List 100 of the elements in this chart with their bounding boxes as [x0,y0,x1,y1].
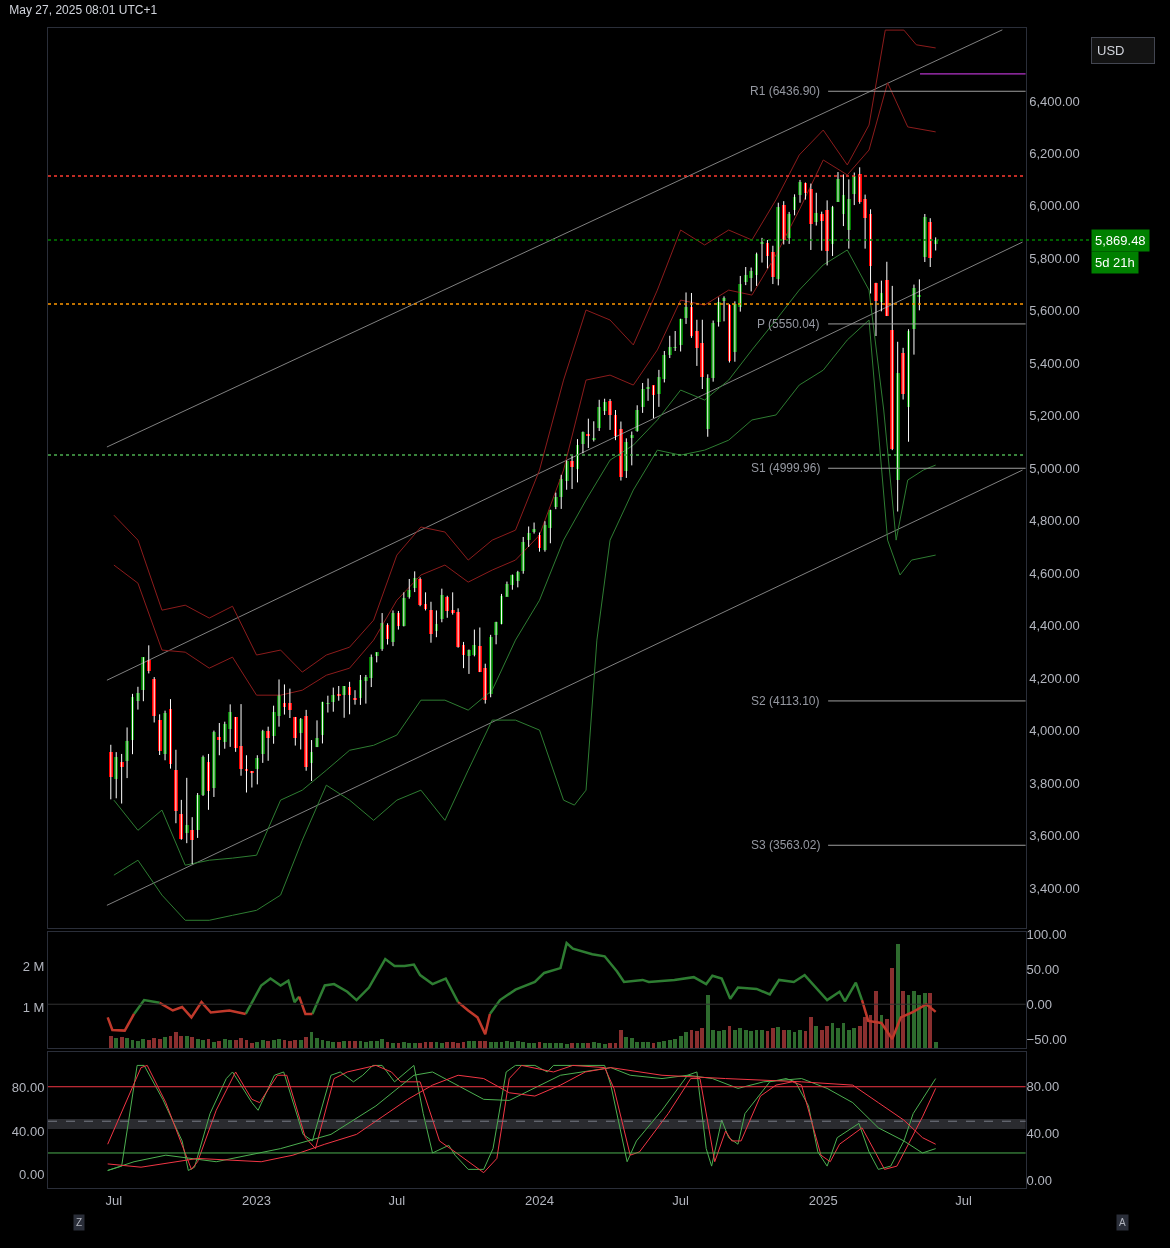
bar [207,1038,210,1048]
bar [690,1029,693,1048]
bar [608,1042,612,1048]
bar [896,943,900,1048]
bar [814,1025,818,1048]
x-tick-label: Jul [955,1192,972,1208]
line-series [158,1000,247,1019]
y-tick-label: 4,200.00 [1029,670,1080,686]
y-tick-label: 5,000.00 [1029,460,1080,476]
y-tick-label: 3,400.00 [1029,880,1080,896]
y-tick-label: 1 M [22,999,45,1015]
bar [413,1042,417,1048]
bar [315,1037,319,1048]
bar [728,1025,731,1048]
bar [440,1042,444,1048]
text: 5d 21h [1095,255,1135,270]
y-tick-label: 80.00 [11,1079,45,1095]
bar [158,1038,162,1048]
line-series [113,249,937,866]
line-series [113,319,937,921]
ref-line-label: P (5550.04) [757,317,820,331]
bar [462,1041,465,1048]
bar [342,1040,346,1048]
line-series [860,998,937,1041]
line-series [106,1012,136,1032]
bar [304,1036,308,1048]
bar [581,1042,585,1048]
bar [652,1042,655,1048]
y-tick-label: 3,800.00 [1029,775,1080,791]
bar [907,994,910,1048]
bar [125,1037,129,1048]
ref-line-label: S3 (3563.02) [751,838,821,852]
bar [538,1041,541,1048]
ref-line-label: R1 (6436.90) [750,84,821,98]
bar [793,1031,796,1048]
y-tick-label: 4,600.00 [1029,565,1080,581]
y-tick-label: 6,400.00 [1029,93,1080,109]
y2-tick-label: 100.00 [1026,927,1067,943]
x-tick-label: Jul [388,1192,406,1208]
y-tick-label: 3,600.00 [1029,828,1080,844]
x-tick-label: 2024 [525,1192,554,1208]
bar [928,992,932,1048]
bar [424,1041,427,1048]
bar [586,1042,590,1048]
bar [782,1029,786,1048]
bar [131,1039,134,1048]
bar [570,1042,574,1048]
bar [435,1041,438,1048]
bar [386,1041,389,1048]
bar [321,1039,324,1048]
y-tick-label: 6,200.00 [1029,145,1080,161]
bar [353,1040,357,1048]
bar [836,1027,840,1048]
bar [359,1040,362,1048]
bar [798,1029,802,1048]
bar [766,1030,769,1048]
bar [874,990,878,1048]
bar [348,1040,351,1048]
bar [619,1029,623,1048]
x-tick-label: 2025 [808,1192,838,1208]
line-series [456,1000,492,1036]
bar [212,1041,216,1048]
ref-line-label: S1 (4999.96) [751,461,821,475]
bar [603,1043,607,1048]
y-tick-label: 4,000.00 [1029,723,1080,739]
bar [624,1036,628,1048]
bar [755,1029,758,1048]
text: USD [1097,43,1125,58]
bar [576,1042,579,1048]
bar [397,1042,400,1048]
bar [831,1022,834,1048]
line-series [244,977,301,1016]
bar [114,1037,118,1048]
bar [776,1026,780,1048]
bar [185,1035,189,1048]
y-tick-label: 6,000.00 [1029,198,1080,214]
bar [429,1041,433,1048]
bar [445,1041,449,1048]
y-tick-label: 4,800.00 [1029,513,1080,529]
bar [901,990,905,1048]
bar [299,1039,303,1048]
y-tick-label: 5,400.00 [1029,355,1080,371]
bar [760,1029,764,1048]
y-tick-label: 4,400.00 [1029,618,1080,634]
y-tick-label: 5,600.00 [1029,303,1080,319]
line-series [488,941,864,1016]
bar [163,1036,167,1048]
bar [255,1041,259,1048]
y-tick-label: 5,200.00 [1029,408,1080,424]
x-tick-label: 2023 [242,1192,271,1208]
bar [283,1039,286,1048]
text: A [1119,1217,1126,1228]
bar [565,1043,569,1048]
ref-line-label: 5,869.48 [1095,233,1146,248]
bar [250,1042,254,1048]
bar [923,992,927,1048]
bar [120,1036,124,1048]
bar [842,1022,845,1048]
bar [310,1031,313,1048]
bar [809,1016,813,1048]
